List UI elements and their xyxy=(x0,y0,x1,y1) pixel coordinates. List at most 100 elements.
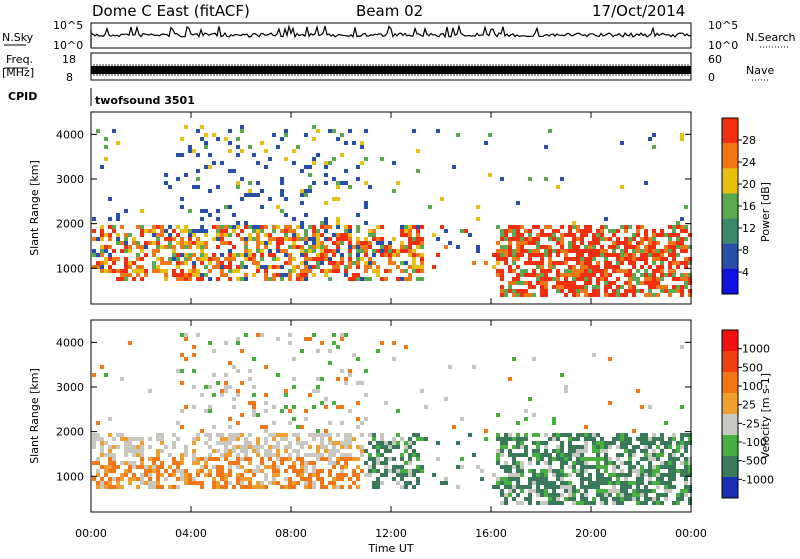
scatter-cell xyxy=(636,469,640,473)
scatter-cell xyxy=(588,261,592,265)
scatter-cell xyxy=(416,481,420,485)
scatter-cell xyxy=(232,213,236,217)
scatter-cell xyxy=(264,473,268,477)
scatter-cell xyxy=(336,245,340,249)
scatter-cell xyxy=(340,333,344,337)
scatter-cell xyxy=(676,221,680,225)
scatter-cell xyxy=(264,277,268,281)
scatter-cell xyxy=(676,245,680,249)
scatter-cell xyxy=(652,253,656,257)
scatter-cell xyxy=(104,137,108,141)
scatter-cell xyxy=(332,465,336,469)
scatter-cell xyxy=(168,473,172,477)
scatter-cell xyxy=(388,457,392,461)
scatter-cell xyxy=(308,393,312,397)
scatter-cell xyxy=(200,261,204,265)
scatter-cell xyxy=(144,481,148,485)
scatter-cell xyxy=(324,245,328,249)
scatter-cell xyxy=(684,273,688,277)
scatter-cell xyxy=(224,485,228,489)
scatter-cell xyxy=(292,245,296,249)
scatter-cell xyxy=(620,445,624,449)
scatter-cell xyxy=(388,253,392,257)
scatter-cell xyxy=(248,445,252,449)
scatter-cell xyxy=(396,409,400,413)
scatter-cell xyxy=(304,469,308,473)
scatter-cell xyxy=(288,409,292,413)
scatter-cell xyxy=(676,449,680,453)
scatter-cell xyxy=(588,253,592,257)
scatter-cell xyxy=(368,469,372,473)
scatter-cell xyxy=(684,257,688,261)
scatter-cell xyxy=(388,245,392,249)
scatter-cell xyxy=(324,257,328,261)
scatter-cell xyxy=(636,225,640,229)
scatter-cell xyxy=(388,445,392,449)
scatter-cell xyxy=(268,237,272,241)
scatter-cell xyxy=(272,237,276,241)
scatter-cell xyxy=(320,485,324,489)
scatter-cell xyxy=(276,465,280,469)
scatter-cell xyxy=(552,437,556,441)
scatter-cell xyxy=(260,249,264,253)
scatter-cell xyxy=(96,253,100,257)
scatter-cell xyxy=(648,477,652,481)
scatter-cell xyxy=(568,285,572,289)
scatter-cell xyxy=(416,277,420,281)
scatter-cell xyxy=(360,433,364,437)
scatter-cell xyxy=(100,365,104,369)
scatter-cell xyxy=(192,405,196,409)
scatter-cell xyxy=(644,453,648,457)
scatter-cell xyxy=(528,229,532,233)
scatter-cell xyxy=(304,273,308,277)
scatter-cell xyxy=(160,437,164,441)
scatter-cell xyxy=(684,285,688,289)
scatter-cell xyxy=(568,449,572,453)
scatter-cell xyxy=(236,457,240,461)
scatter-cell xyxy=(132,449,136,453)
scatter-cell xyxy=(596,489,600,493)
scatter-cell xyxy=(572,293,576,297)
scatter-cell xyxy=(680,237,684,241)
scatter-cell xyxy=(544,501,548,505)
scatter-cell xyxy=(260,469,264,473)
scatter-cell xyxy=(300,237,304,241)
scatter-cell xyxy=(520,289,524,293)
scatter-cell xyxy=(640,473,644,477)
scatter-cell xyxy=(676,237,680,241)
scatter-cell xyxy=(628,245,632,249)
scatter-cell xyxy=(508,493,512,497)
scatter-cell xyxy=(508,433,512,437)
scatter-cell xyxy=(360,161,364,165)
scatter-cell xyxy=(392,357,396,361)
scatter-cell xyxy=(232,169,236,173)
scatter-cell xyxy=(608,457,612,461)
scatter-cell xyxy=(324,225,328,229)
scatter-cell xyxy=(128,341,132,345)
scatter-cell xyxy=(620,185,624,189)
scatter-cell xyxy=(108,257,112,261)
scatter-cell xyxy=(204,441,208,445)
scatter-cell xyxy=(500,493,504,497)
scatter-cell xyxy=(324,433,328,437)
scatter-cell xyxy=(472,365,476,369)
scatter-cell xyxy=(652,285,656,289)
scatter-cell xyxy=(516,461,520,465)
scatter-cell xyxy=(396,249,400,253)
scatter-cell xyxy=(148,469,152,473)
scatter-cell xyxy=(164,181,168,185)
scatter-cell xyxy=(184,261,188,265)
scatter-cell xyxy=(316,449,320,453)
scatter-cell xyxy=(544,477,548,481)
scatter-cell xyxy=(128,265,132,269)
scatter-cell xyxy=(392,477,396,481)
scatter-cell xyxy=(304,409,308,413)
scatter-cell xyxy=(116,445,120,449)
scatter-cell xyxy=(96,485,100,489)
scatter-cell xyxy=(684,477,688,481)
scatter-cell xyxy=(508,437,512,441)
scatter-cell xyxy=(520,293,524,297)
scatter-cell xyxy=(300,465,304,469)
scatter-cell xyxy=(652,437,656,441)
scatter-cell xyxy=(256,269,260,273)
